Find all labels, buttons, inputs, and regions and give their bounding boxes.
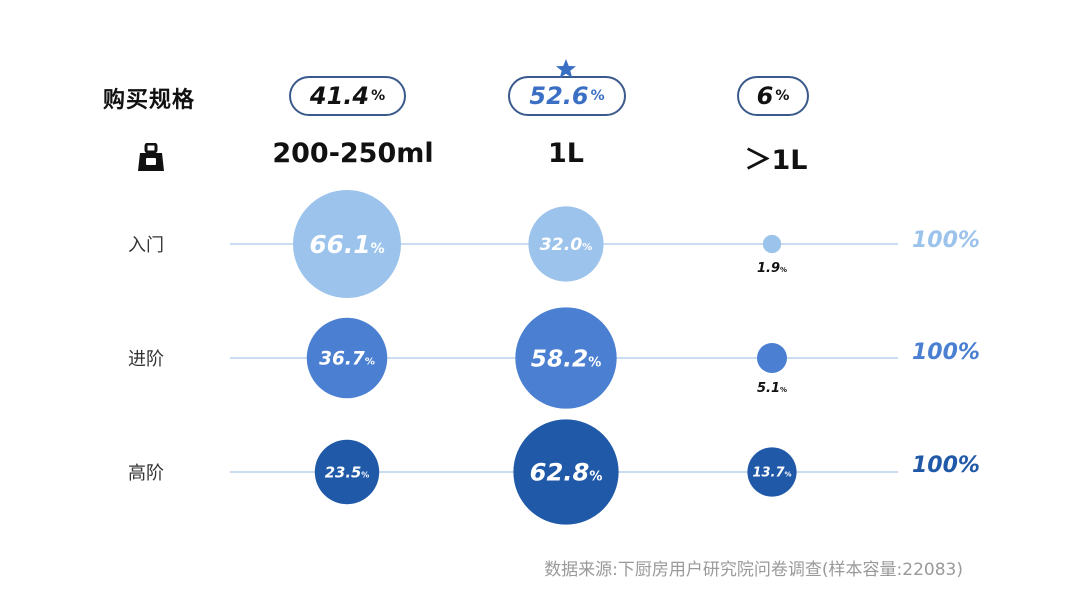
star-icon: [556, 59, 576, 78]
bubble-value-label: 66.1%: [309, 230, 384, 259]
source-note: 数据来源:下厨房用户研究院问卷调查(样本容量:22083): [544, 560, 963, 580]
bubble-mark: [293, 190, 401, 298]
row-total-entry: 100%: [912, 228, 980, 253]
bubble-value-label: 32.0%: [540, 235, 593, 255]
weight-icon: [138, 143, 164, 171]
row-label-expert: 高阶: [128, 463, 164, 484]
category-label-over-1l: ＞1L: [744, 145, 808, 176]
bubble-value-label: 36.7%: [319, 349, 375, 370]
bubble-value-label: 5.1%: [757, 381, 787, 396]
bubble-mark: [314, 439, 380, 505]
overall-value: 6: [756, 82, 774, 110]
bubble-mark: [306, 317, 388, 399]
bubble-value-label: 23.5%: [325, 464, 370, 481]
overall-unit: %: [371, 88, 386, 104]
bubble-value-label: 58.2%: [531, 345, 602, 372]
row-total-advanced: 100%: [912, 340, 980, 365]
row-total-expert: 100%: [912, 453, 980, 478]
overall-pill-1l: 52.6%: [508, 76, 626, 116]
overall-value: 41.4: [309, 82, 370, 110]
bubble-mark: [528, 206, 604, 282]
bubble-value-label: 1.9%: [757, 261, 787, 276]
category-label-200-250ml: 200-250ml: [272, 138, 434, 169]
row-label-advanced: 进阶: [128, 349, 164, 370]
overall-unit: %: [775, 88, 790, 104]
bubble-mark: [757, 343, 787, 373]
overall-unit: %: [590, 88, 605, 104]
bubble-mark: [747, 447, 797, 497]
bubble-mark: [513, 419, 619, 525]
bubble-value-label: 13.7%: [752, 466, 791, 481]
bubble-mark: [762, 234, 782, 254]
row-label-entry: 入门: [128, 235, 164, 256]
bubble-mark: [515, 307, 617, 409]
category-label-1l: 1L: [548, 138, 584, 169]
overall-pill-over-1l: 6%: [737, 76, 809, 116]
overall-pill-200-250ml: 41.4%: [289, 76, 406, 116]
bubble-value-label: 62.8%: [530, 459, 603, 487]
overall-value: 52.6: [529, 82, 589, 110]
chart-title: 购买规格: [103, 88, 196, 113]
